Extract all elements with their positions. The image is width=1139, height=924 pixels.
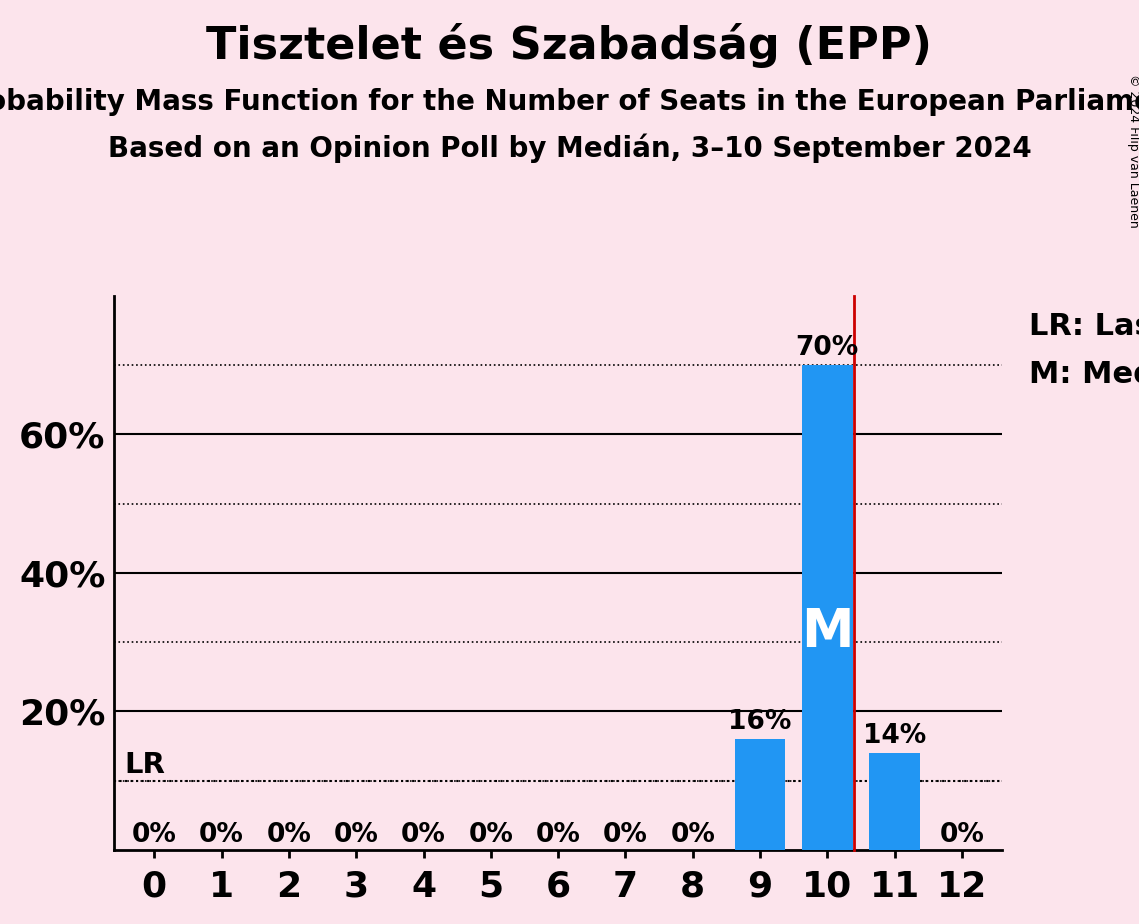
Bar	[802, 365, 853, 850]
Text: 0%: 0%	[267, 822, 311, 848]
Text: 0%: 0%	[401, 822, 446, 848]
Text: 0%: 0%	[199, 822, 244, 848]
Text: LR: Last Result
M: Median: LR: Last Result M: Median	[1029, 312, 1139, 389]
Text: 0%: 0%	[468, 822, 514, 848]
Text: LR: LR	[124, 750, 165, 779]
Text: 0%: 0%	[670, 822, 715, 848]
Text: 0%: 0%	[940, 822, 984, 848]
Text: 16%: 16%	[728, 709, 792, 736]
Bar	[869, 753, 920, 850]
Text: 70%: 70%	[796, 334, 859, 360]
Text: M: M	[801, 606, 853, 658]
Text: Probability Mass Function for the Number of Seats in the European Parliament: Probability Mass Function for the Number…	[0, 88, 1139, 116]
Text: Tisztelet és Szabadság (EPP): Tisztelet és Szabadság (EPP)	[206, 23, 933, 68]
Text: 0%: 0%	[132, 822, 177, 848]
Text: 14%: 14%	[863, 723, 926, 748]
Text: 0%: 0%	[334, 822, 378, 848]
Bar	[735, 739, 785, 850]
Text: © 2024 Filip van Laenen: © 2024 Filip van Laenen	[1126, 74, 1139, 227]
Text: 0%: 0%	[603, 822, 648, 848]
Text: Based on an Opinion Poll by Medián, 3–10 September 2024: Based on an Opinion Poll by Medián, 3–10…	[107, 134, 1032, 164]
Text: 0%: 0%	[535, 822, 581, 848]
